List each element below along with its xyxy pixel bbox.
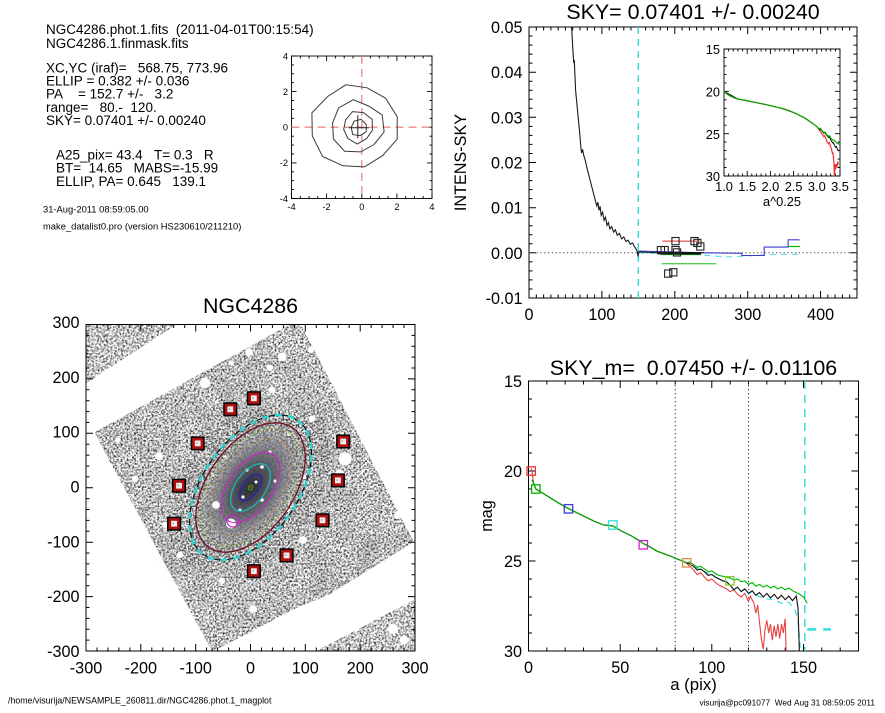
svg-text:0: 0 — [524, 659, 533, 677]
svg-text:a^0.25: a^0.25 — [763, 194, 801, 209]
svg-text:100: 100 — [52, 424, 79, 442]
svg-text:300: 300 — [734, 306, 761, 324]
svg-text:100: 100 — [698, 659, 725, 677]
svg-text:a (pix): a (pix) — [670, 675, 717, 694]
svg-text:200: 200 — [52, 369, 79, 387]
svg-text:NGC4286.phot.1.fits (2011-04-: NGC4286.phot.1.fits (2011-04-01T00:15:54… — [46, 22, 314, 37]
svg-text:0.01: 0.01 — [491, 200, 523, 218]
svg-text:-300: -300 — [70, 660, 102, 678]
svg-text:2.0: 2.0 — [762, 179, 780, 194]
svg-text:PA = 152.7 +/- 3.2: PA = 152.7 +/- 3.2 — [46, 87, 173, 102]
svg-text:NGC4286: NGC4286 — [203, 294, 298, 318]
svg-text:25: 25 — [706, 127, 720, 142]
svg-text:-0.01: -0.01 — [486, 290, 523, 308]
svg-text:400: 400 — [807, 306, 834, 324]
svg-text:-2: -2 — [280, 158, 288, 168]
svg-text:2: 2 — [283, 87, 288, 97]
svg-text:ELLIP, PA= 0.645 139.1: ELLIP, PA= 0.645 139.1 — [56, 174, 206, 189]
svg-text:150: 150 — [790, 659, 817, 677]
svg-text:100: 100 — [292, 660, 319, 678]
svg-text:-200: -200 — [125, 660, 157, 678]
svg-text:BT= 14.65 MABS=-15.99: BT= 14.65 MABS=-15.99 — [56, 161, 218, 176]
svg-text:1.5: 1.5 — [738, 179, 756, 194]
svg-text:0.02: 0.02 — [491, 155, 523, 173]
svg-text:range= 80.- 120.: range= 80.- 120. — [46, 100, 157, 115]
svg-text:0: 0 — [359, 202, 364, 212]
svg-text:2.5: 2.5 — [785, 179, 803, 194]
svg-text:25: 25 — [504, 553, 522, 571]
svg-text:1.0: 1.0 — [715, 179, 733, 194]
svg-text:200: 200 — [347, 660, 374, 678]
svg-text:50: 50 — [611, 659, 629, 677]
svg-text:mag: mag — [478, 500, 496, 532]
svg-text:INTENS-SKY: INTENS-SKY — [452, 114, 470, 211]
svg-text:-4: -4 — [287, 202, 295, 212]
svg-text:30: 30 — [706, 169, 720, 184]
svg-text:0.00: 0.00 — [491, 245, 523, 263]
svg-text:-4: -4 — [280, 194, 288, 204]
svg-text:NGC4286.1.finmask.fits: NGC4286.1.finmask.fits — [46, 36, 189, 51]
svg-text:31-Aug-2011 08:59:05.00: 31-Aug-2011 08:59:05.00 — [43, 204, 149, 215]
svg-text:0: 0 — [524, 306, 533, 324]
svg-text:/home/visurija/NEWSAMPLE_26081: /home/visurija/NEWSAMPLE_260811.dir/NGC4… — [8, 696, 272, 706]
svg-text:ELLIP = 0.382 +/- 0.036: ELLIP = 0.382 +/- 0.036 — [46, 74, 189, 89]
svg-text:SKY_m= 0.07450 +/- 0.01106: SKY_m= 0.07450 +/- 0.01106 — [550, 356, 837, 380]
svg-text:4: 4 — [429, 202, 434, 212]
svg-text:300: 300 — [52, 314, 79, 332]
svg-text:200: 200 — [661, 306, 688, 324]
svg-text:-200: -200 — [47, 588, 79, 606]
svg-text:0: 0 — [70, 479, 79, 497]
svg-text:20: 20 — [504, 463, 522, 481]
svg-text:0.04: 0.04 — [491, 64, 523, 82]
svg-text:0: 0 — [283, 123, 288, 133]
svg-text:0.03: 0.03 — [491, 109, 523, 127]
svg-text:0.05: 0.05 — [491, 19, 523, 37]
svg-text:30: 30 — [504, 643, 522, 661]
svg-text:A25_pix= 43.4 T= 0.3 R: A25_pix= 43.4 T= 0.3 R — [56, 147, 214, 162]
svg-text:3.5: 3.5 — [831, 179, 849, 194]
svg-text:15: 15 — [504, 373, 522, 391]
svg-text:SKY= 0.07401 +/- 0.00240: SKY= 0.07401 +/- 0.00240 — [566, 0, 819, 24]
svg-text:-2: -2 — [322, 202, 330, 212]
svg-text:-300: -300 — [47, 643, 79, 661]
svg-text:0: 0 — [246, 660, 255, 678]
svg-text:2: 2 — [394, 202, 399, 212]
svg-text:4: 4 — [283, 51, 288, 61]
svg-text:3.0: 3.0 — [808, 179, 826, 194]
svg-text:SKY= 0.07401 +/- 0.00240: SKY= 0.07401 +/- 0.00240 — [46, 113, 206, 128]
svg-text:-100: -100 — [47, 533, 79, 551]
svg-text:300: 300 — [401, 660, 428, 678]
svg-text:visurija@pc091077 Wed Aug 31: visurija@pc091077 Wed Aug 31 08:59:05 20… — [699, 698, 875, 708]
svg-text:XC,YC (iraf)= 568.75, 773.96: XC,YC (iraf)= 568.75, 773.96 — [46, 60, 228, 75]
svg-text:100: 100 — [588, 306, 615, 324]
svg-text:20: 20 — [706, 85, 720, 100]
svg-text:15: 15 — [706, 42, 720, 57]
svg-text:-100: -100 — [179, 660, 211, 678]
svg-text:make_datalist0.pro (version HS: make_datalist0.pro (version HS230610/211… — [43, 221, 241, 232]
